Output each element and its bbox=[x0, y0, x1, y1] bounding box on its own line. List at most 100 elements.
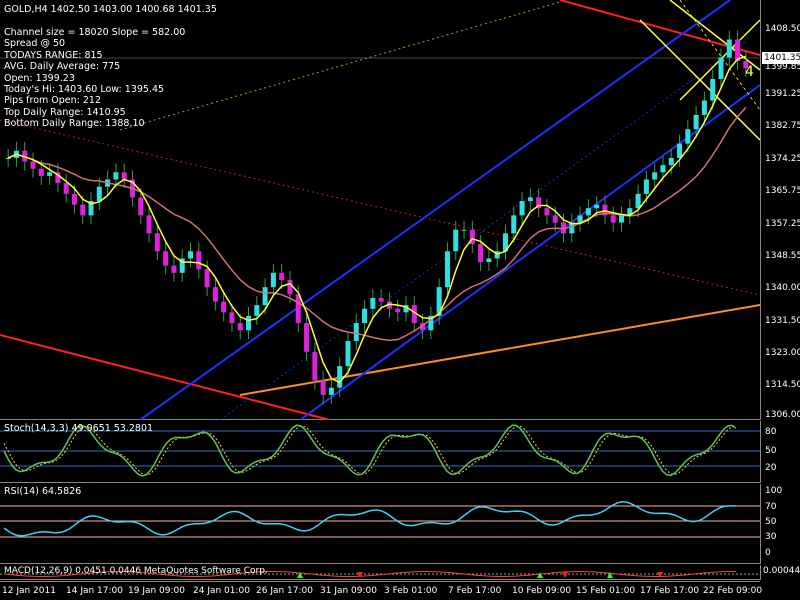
candle-down bbox=[386, 301, 392, 309]
candle-down bbox=[30, 161, 36, 169]
candle-down bbox=[411, 305, 417, 324]
candle-down bbox=[221, 301, 227, 313]
candle-up bbox=[652, 172, 658, 180]
buy-arrow-icon bbox=[297, 572, 303, 578]
yellow-fork-dashed bbox=[679, 0, 760, 111]
macd-chart bbox=[0, 571, 760, 578]
stoch-title: Stoch(14,3,3) 49.9651 53.2801 bbox=[4, 423, 154, 434]
candle-down bbox=[743, 61, 749, 69]
candle-up bbox=[436, 287, 442, 316]
candle-up bbox=[353, 323, 359, 342]
macd-line bbox=[3, 571, 736, 577]
price-tick: 1348.55 bbox=[765, 251, 800, 261]
price-axis[interactable]: 1408.50 1401.35 1399.85 1391.25 1382.75 … bbox=[760, 0, 800, 420]
candle-down bbox=[237, 323, 243, 331]
pitchfork-marker: 4 bbox=[745, 64, 754, 80]
time-tick: 15 Feb 01:00 bbox=[576, 586, 636, 596]
candle-up bbox=[328, 387, 334, 395]
rsi-title: RSI(14) 64.5826 bbox=[4, 486, 82, 497]
channel-lower-line bbox=[299, 84, 760, 420]
candle-down bbox=[536, 197, 542, 209]
candle-up bbox=[710, 78, 716, 101]
candle-up bbox=[179, 258, 185, 273]
symbol-line: GOLD,H4 1402.50 1403.00 1400.68 1401.35 bbox=[4, 4, 217, 15]
candle-down bbox=[163, 251, 169, 266]
candle-down bbox=[63, 183, 69, 194]
stochastic-pane[interactable]: Stoch(14,3,3) 49.9651 53.2801 bbox=[0, 421, 760, 483]
time-tick: 31 Jan 09:00 bbox=[320, 586, 377, 596]
candle-up bbox=[685, 129, 691, 144]
candle-down bbox=[204, 269, 210, 288]
stoch-main-line bbox=[3, 424, 737, 477]
candle-up bbox=[585, 208, 591, 216]
stoch-signal-line bbox=[3, 425, 737, 476]
time-tick: 17 Feb 17:00 bbox=[640, 586, 700, 596]
buy-arrow-icon bbox=[537, 572, 543, 578]
macd-pane[interactable]: MACD(12,26,9) 0.0451 0.0446 MetaQuotes S… bbox=[0, 565, 760, 580]
red-trend-line-lower bbox=[0, 334, 331, 420]
candle-up bbox=[453, 229, 459, 252]
candle-down bbox=[295, 294, 301, 324]
candle-down bbox=[304, 323, 310, 352]
slow-moving-average bbox=[7, 106, 747, 342]
fast-moving-average bbox=[7, 55, 747, 384]
sell-arrow-icon bbox=[562, 572, 568, 578]
candle-up bbox=[701, 100, 707, 115]
dotted-resistance-line bbox=[119, 1, 561, 131]
info-top-daily-range: Top Daily Range: 1410.95 bbox=[4, 106, 126, 118]
candle-down bbox=[735, 39, 741, 62]
stoch-axis: 80 50 20 bbox=[760, 421, 800, 483]
dotted-trend-line bbox=[0, 119, 760, 296]
candle-up bbox=[627, 208, 633, 216]
candle-down bbox=[312, 351, 318, 381]
info-bottom-daily-range: Bottom Daily Range: 1388.10 bbox=[4, 118, 145, 130]
sell-arrow-icon bbox=[357, 572, 363, 578]
candle-up bbox=[254, 305, 260, 316]
candle-up bbox=[643, 179, 649, 194]
candle-up bbox=[668, 157, 674, 166]
rsi-level: 100 bbox=[765, 486, 783, 496]
candle-down bbox=[287, 280, 293, 295]
time-tick: 10 Feb 09:00 bbox=[512, 586, 572, 596]
info-todays-range: TODAYS RANGE: 815 bbox=[4, 49, 103, 61]
stoch-level: 50 bbox=[765, 446, 777, 456]
info-pips-from-open: Pips from Open: 212 bbox=[4, 95, 102, 107]
candle-down bbox=[320, 380, 326, 395]
candle-up bbox=[403, 305, 409, 313]
rsi-pane[interactable]: RSI(14) 64.5826 bbox=[0, 484, 760, 564]
candle-up bbox=[718, 57, 724, 79]
candle-up bbox=[594, 204, 600, 209]
yellow-fork-line-2 bbox=[669, 0, 760, 71]
candle-up bbox=[502, 233, 508, 252]
candle-up bbox=[345, 341, 351, 367]
candle-up bbox=[47, 172, 53, 176]
candle-up bbox=[362, 308, 368, 324]
rsi-axis: 100 70 50 30 0 bbox=[760, 484, 800, 564]
price-tick: 1391.25 bbox=[765, 89, 800, 99]
rsi-chart bbox=[0, 501, 760, 538]
candle-down bbox=[146, 215, 152, 234]
info-open: Open: 1399.23 bbox=[4, 72, 75, 84]
candle-up bbox=[113, 172, 119, 180]
candle-down bbox=[38, 168, 44, 176]
macd-axis: 0.00044 bbox=[760, 565, 800, 580]
price-tick: 1408.50 bbox=[765, 24, 800, 34]
candle-down bbox=[602, 204, 608, 216]
price-chart[interactable]: 4 bbox=[0, 0, 760, 420]
candle-up bbox=[188, 251, 193, 259]
candle-up bbox=[461, 229, 467, 231]
main-chart-pane[interactable]: 4 GOLD,H4 1402.50 1403.00 1400.68 1401.3… bbox=[0, 0, 760, 420]
rsi-line bbox=[3, 501, 737, 537]
candle-down bbox=[154, 233, 160, 252]
time-tick: 19 Jan 09:00 bbox=[128, 586, 185, 596]
price-tick: 1340.00 bbox=[765, 283, 800, 293]
candle-down bbox=[212, 287, 218, 302]
candle-down bbox=[469, 229, 475, 245]
macd-level: 0.00044 bbox=[763, 566, 800, 576]
time-tick: 24 Jan 01:00 bbox=[193, 586, 250, 596]
candle-up bbox=[519, 201, 525, 216]
candle-down bbox=[171, 265, 177, 273]
candle-down bbox=[420, 323, 426, 331]
candle-up bbox=[527, 197, 533, 202]
candle-up bbox=[370, 297, 376, 309]
